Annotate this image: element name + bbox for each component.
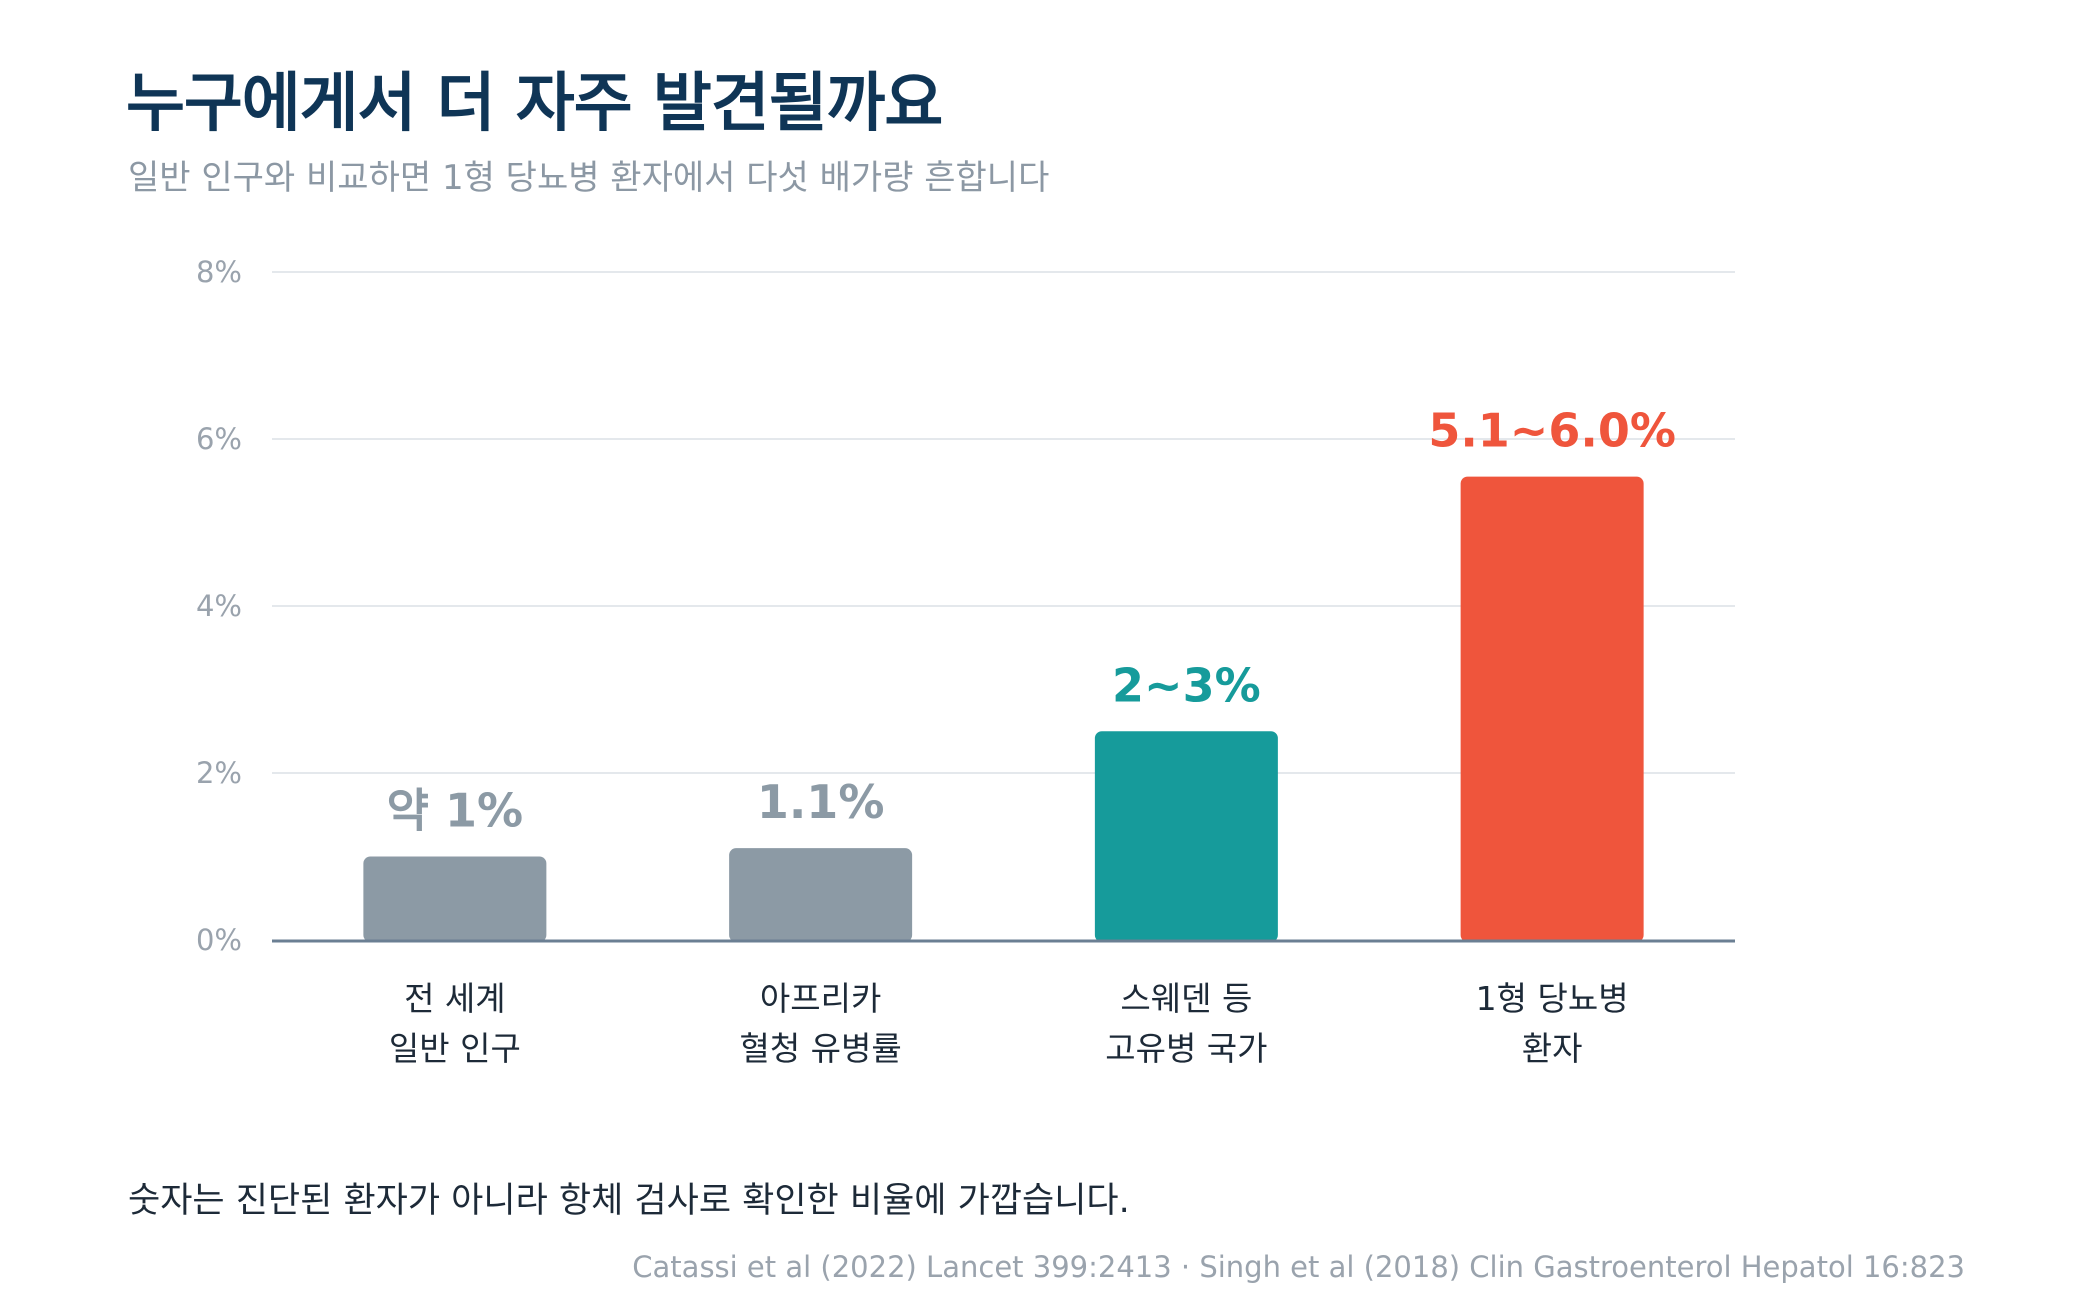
bar — [363, 856, 547, 942]
y-axis-ticks: 0% 2% 4% 6% 8% — [196, 255, 242, 957]
bar — [729, 848, 913, 942]
category-label: 혈청 유병률 — [739, 1029, 901, 1068]
y-tick-label: 2% — [196, 756, 242, 790]
value-label: 5.1~6.0% — [1428, 404, 1676, 458]
y-tick-label: 4% — [196, 589, 242, 623]
y-tick-label: 0% — [196, 923, 242, 957]
bars — [363, 476, 1644, 942]
bar — [1094, 731, 1278, 942]
category-label: 1형 당뇨병 — [1476, 979, 1629, 1018]
y-tick-label: 6% — [196, 422, 242, 456]
bar — [1460, 476, 1644, 942]
value-label: 2~3% — [1112, 658, 1261, 712]
value-label: 1.1% — [757, 775, 885, 829]
value-label: 약 1% — [387, 784, 523, 838]
category-label: 스웨덴 등 — [1120, 979, 1252, 1018]
category-label: 전 세계 — [404, 979, 506, 1018]
category-label: 고유병 국가 — [1105, 1029, 1267, 1068]
footnote: 숫자는 진단된 환자가 아니라 항체 검사로 확인한 비율에 가깝습니다. — [128, 1181, 1130, 1221]
category-label: 일반 인구 — [389, 1029, 521, 1068]
value-labels: 약 1% 1.1% 2~3% 5.1~6.0% — [387, 404, 1676, 838]
chart-subtitle: 일반 인구와 비교하면 1형 당뇨병 환자에서 다섯 배가량 흔합니다 — [128, 158, 1050, 198]
category-label: 환자 — [1522, 1029, 1583, 1068]
source-citation: Catassi et al (2022) Lancet 399:2413 · S… — [632, 1250, 1965, 1284]
category-label: 아프리카 — [760, 979, 881, 1018]
y-tick-label: 8% — [196, 255, 242, 289]
chart-title: 누구에게서 더 자주 발견될까요 — [126, 67, 943, 141]
